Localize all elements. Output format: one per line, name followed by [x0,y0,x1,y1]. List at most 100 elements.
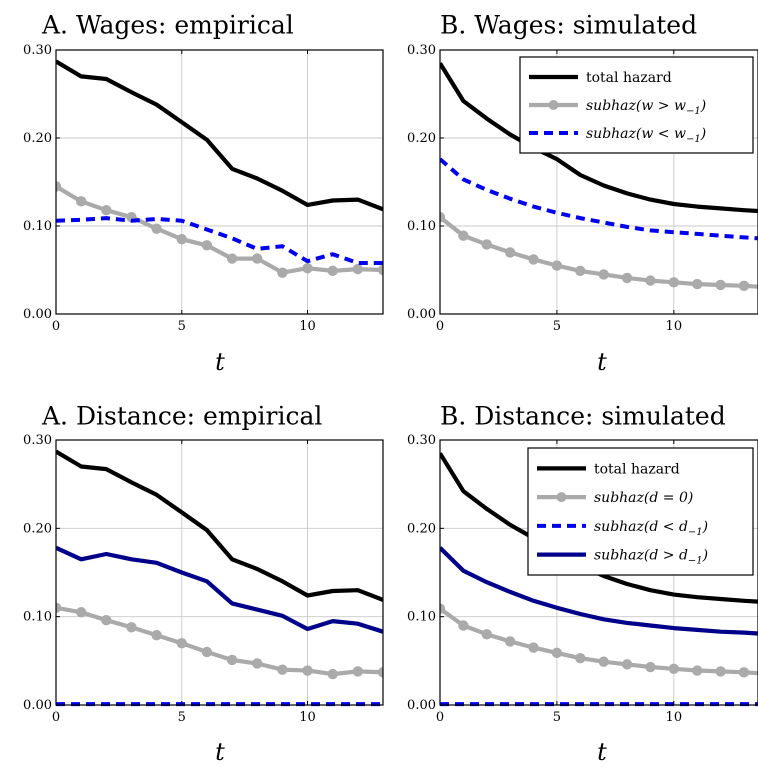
data-point [621,272,633,284]
y-tick-label: 0.00 [23,698,52,713]
data-point [201,646,213,658]
data-point [440,603,446,614]
series-line-4 [440,546,758,636]
chart-panel-1: A. Wages: empirical 0 5 10 0.00 0.10 0.20 0.30 t [23,11,384,376]
chart-panel-4: B. Distance: simulated 0 5 10 0.00 0.10 0.20 0.… [407,402,758,766]
data-point [101,615,112,626]
data-point [504,636,516,647]
y-tick-label: 0.00 [23,307,52,322]
x-tick-label: 0 [52,710,60,725]
data-point [151,630,162,641]
chart-panel-3: A. Distance: empirical 0 5 10 0.00 0.10 0.20 0.… [23,402,384,766]
x-tick-label: 5 [178,319,186,334]
data-point [327,265,338,277]
data-point [738,667,750,678]
data-point [352,666,364,677]
chart-title: B. Wages: simulated [440,11,697,40]
y-tick-label: 0.20 [23,131,52,146]
legend-label: subhaz(w < w−1) [586,126,706,145]
series-line-4 [56,545,383,634]
data-point [645,275,656,286]
data-point [377,264,383,276]
data-point [668,277,680,288]
data-point [715,666,726,677]
data-point [75,196,87,207]
series-group [440,62,758,292]
x-tick-label: 0 [436,710,444,725]
data-point [645,661,656,673]
data-point [302,263,313,274]
y-tick-label: 0.10 [407,610,436,625]
data-point [715,279,726,291]
x-tick-label: 0 [52,319,60,334]
data-point [692,278,703,290]
plot-frame [439,49,758,315]
data-point [277,267,288,278]
data-point [528,254,539,265]
x-tick-label: 10 [299,710,316,725]
x-axis-label: t [215,348,225,376]
legend-label: total hazard [594,461,680,477]
legend-label: subhaz(d > d−1) [594,548,708,567]
y-tick-label: 0.10 [23,610,52,625]
data-point [575,265,586,277]
data-point [598,269,609,280]
data-point [151,223,162,234]
x-tick-label: 10 [666,319,683,334]
series-line-1 [56,449,383,602]
legend-marker [548,100,559,110]
data-point [481,239,492,250]
y-tick-label: 0.00 [407,698,436,713]
data-point [75,607,87,618]
y-tick-label: 0.30 [23,43,52,58]
y-tick-label: 0.20 [407,131,436,146]
y-tick-label: 0.10 [407,219,436,234]
data-point [201,240,213,251]
data-point [440,212,446,223]
data-point [56,181,62,192]
series-group [56,449,383,707]
data-point [575,652,586,664]
y-tick-label: 0.10 [23,219,52,234]
x-tick-label: 5 [553,710,561,725]
data-point [458,230,469,241]
data-point [327,668,338,680]
data-point [101,204,112,216]
legend-label: subhaz(w > w−1) [586,98,706,117]
y-tick-label: 0.30 [407,433,436,448]
data-point [226,654,238,666]
chart-panel-2: B. Wages: simulated 0 5 10 0.00 0.10 0.20 0.30 t… [407,11,758,376]
series-group [440,452,758,707]
y-tick-label: 0.20 [407,521,436,536]
data-point [692,665,703,676]
x-axis-label: t [215,738,225,766]
data-point [551,647,563,659]
plot-frame [439,439,758,706]
legend-label: total hazard [586,70,672,86]
plot-frame [55,49,384,315]
chart-title: A. Distance: empirical [41,402,322,431]
data-point [458,620,469,631]
series-line-3 [56,216,383,265]
series-line-1 [440,452,758,604]
data-point [56,602,62,614]
legend: total hazard subhaz(d = 0) subhaz(d < d−1)… [527,447,754,576]
x-tick-label: 5 [553,319,561,334]
legend-label: subhaz(d < d−1) [594,519,708,538]
data-point [302,665,313,676]
chart-title: B. Distance: simulated [440,402,726,431]
data-point [504,247,516,258]
data-point [126,622,137,633]
series-group [56,59,383,278]
x-axis-label: t [597,738,607,766]
legend-label: subhaz(d = 0) [594,490,693,506]
chart-title: A. Wages: empirical [41,11,294,40]
y-tick-label: 0.30 [23,433,52,448]
legend-marker [556,492,567,503]
data-point [252,658,263,669]
data-point [176,234,187,245]
data-point [352,263,364,275]
data-point [528,642,539,653]
data-point [277,664,288,675]
